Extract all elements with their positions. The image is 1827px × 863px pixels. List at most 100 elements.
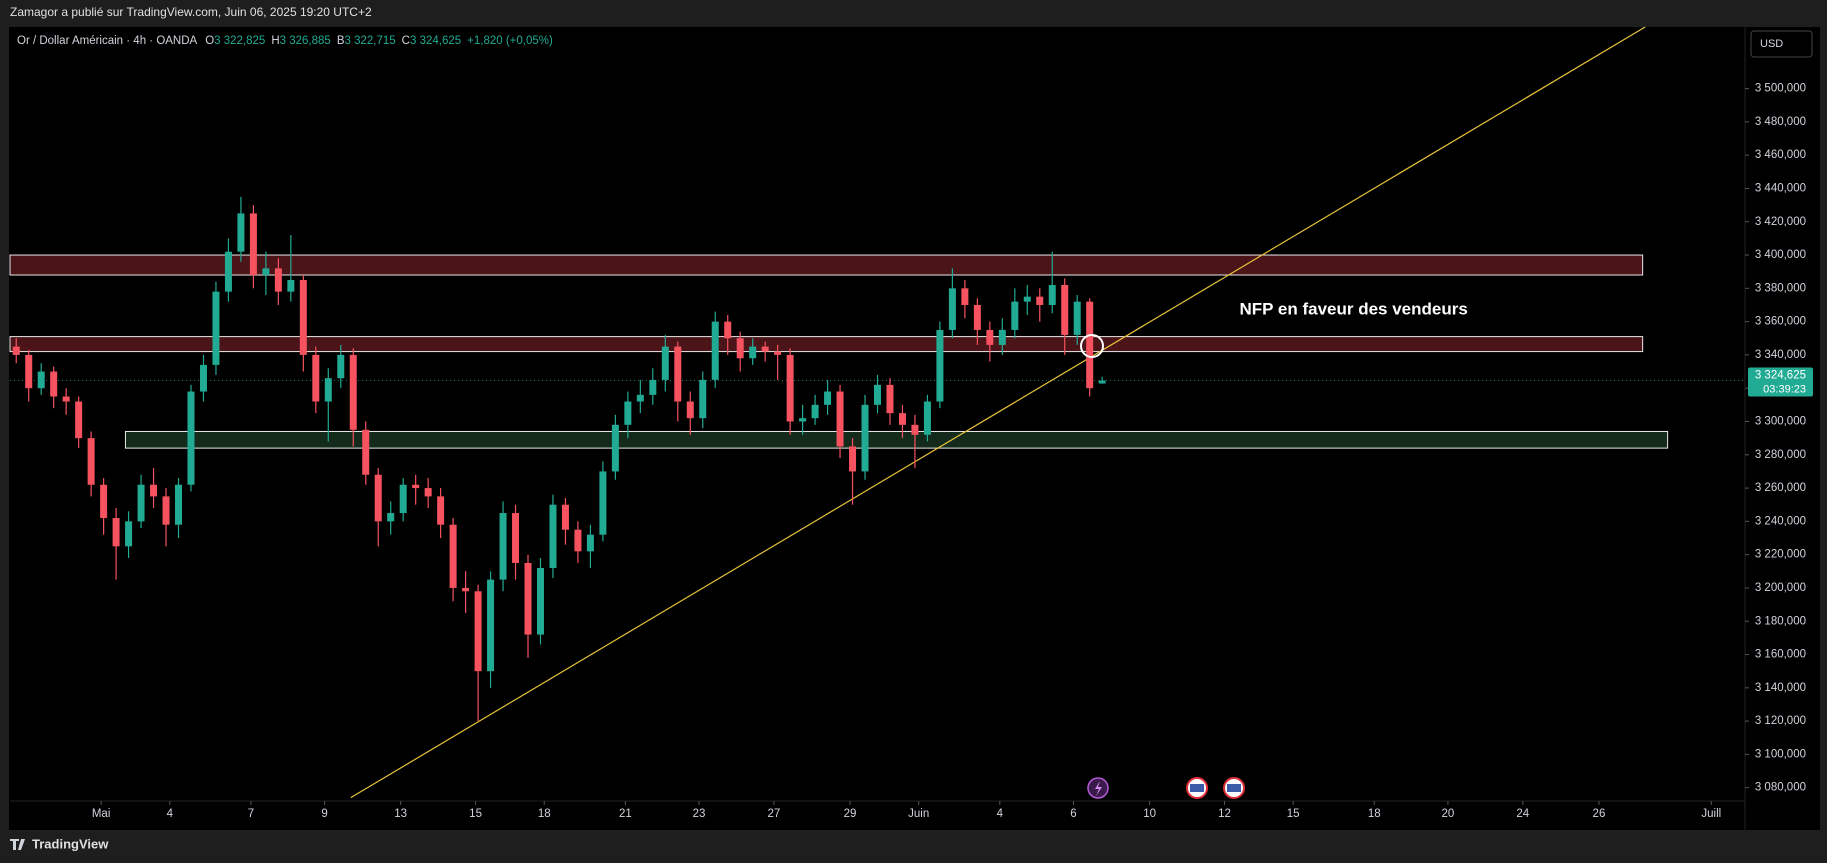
x-tick-label: 7: [248, 808, 254, 820]
candle-body: [25, 354, 33, 389]
y-tick-label: 3 080,000: [1755, 782, 1806, 794]
candle-body: [549, 504, 557, 568]
candle-body: [1061, 285, 1069, 335]
candle-body: [824, 391, 832, 405]
candle-body: [437, 496, 445, 525]
footer-brand: TradingView: [32, 836, 109, 851]
x-tick-label: 10: [1143, 808, 1156, 820]
symbol: Or / Dollar Américain · 4h · OANDA: [17, 35, 198, 47]
candle-body: [574, 529, 582, 552]
candle-body: [412, 484, 420, 489]
candle-body: [886, 384, 894, 414]
y-tick-label: 3 280,000: [1755, 449, 1806, 461]
candle-body: [100, 484, 108, 519]
x-tick-label: 24: [1516, 808, 1529, 820]
candle-body: [1086, 301, 1094, 389]
candle-body: [299, 280, 307, 355]
x-tick-label: 20: [1442, 808, 1455, 820]
x-tick-label: Juin: [908, 808, 929, 820]
x-tick-label: 29: [844, 808, 857, 820]
candle-body: [199, 364, 207, 392]
y-tick-label: 3 200,000: [1755, 582, 1806, 594]
candle-body: [586, 534, 594, 552]
candle-body: [599, 471, 607, 535]
x-tick-label: Juill: [1701, 808, 1721, 820]
flag: [1227, 784, 1241, 792]
y-tick-label: 3 100,000: [1755, 748, 1806, 760]
ohlc-value: 3 326,885: [280, 35, 331, 47]
ohlc-value: 3 322,715: [345, 35, 396, 47]
candle-body: [724, 321, 732, 339]
y-tick-label: 3 120,000: [1755, 715, 1806, 727]
candle-body: [686, 401, 694, 419]
candle-body: [536, 567, 544, 635]
y-tick-label: 3 400,000: [1755, 249, 1806, 261]
y-tick-label: 3 480,000: [1755, 116, 1806, 128]
y-tick-label: 3 440,000: [1755, 182, 1806, 194]
candle-body: [986, 329, 994, 345]
candle-body: [362, 429, 370, 475]
candle-body: [749, 346, 757, 359]
y-tick-label: 3 420,000: [1755, 216, 1806, 228]
candle-body: [923, 401, 931, 435]
candle-body: [961, 288, 969, 305]
candle-body: [948, 288, 956, 330]
y-tick-label: 3 360,000: [1755, 316, 1806, 328]
candle-body: [387, 513, 395, 522]
candle-body: [811, 404, 819, 419]
candle-body: [1011, 301, 1019, 330]
candle-body: [973, 304, 981, 330]
y-tick-label: 3 140,000: [1755, 682, 1806, 694]
plot: 3 080,000 3 100,000 3 120,000 3 140,000 3 16…: [9, 26, 1813, 820]
candle-body: [624, 401, 632, 425]
countdown: 03:39:23: [1763, 383, 1806, 395]
x-tick-label: 27: [768, 808, 781, 820]
candle-body: [761, 346, 769, 352]
candle-body: [736, 338, 744, 359]
x-tick-label: 15: [469, 808, 482, 820]
currency: USD: [1760, 38, 1783, 50]
candle-body: [112, 518, 120, 547]
candle-body: [125, 521, 133, 547]
candle-body: [936, 329, 944, 402]
y-tick-label: 3 180,000: [1755, 615, 1806, 627]
candle-body: [237, 213, 245, 252]
ohlc-value: 3 322,825: [214, 35, 265, 47]
candle-body: [374, 474, 382, 522]
candle-body: [911, 424, 919, 435]
currency-button[interactable]: [1750, 30, 1813, 58]
candle-body: [849, 446, 857, 472]
candle-body: [50, 371, 58, 397]
candle-body: [861, 404, 869, 472]
candle-body: [661, 346, 669, 380]
event-bolt: [1095, 781, 1102, 796]
candle-body: [1098, 380, 1106, 384]
highlight-circle: [1080, 334, 1104, 358]
x-tick-label: 4: [167, 808, 174, 820]
annotation: NFP en faveur des vendeurs: [1239, 299, 1467, 318]
candle-body: [75, 401, 83, 439]
candle-body: [262, 268, 270, 276]
y-tick-label: 3 300,000: [1755, 416, 1806, 428]
candle-body: [150, 484, 158, 497]
candle-body: [1023, 296, 1031, 302]
candle-body: [224, 251, 232, 292]
candle-body: [836, 391, 844, 447]
y-tick-label: 3 160,000: [1755, 649, 1806, 661]
candle-body: [874, 384, 881, 405]
ohlc-key: B: [337, 35, 345, 47]
x-tick-label: 18: [538, 808, 551, 820]
y-tick-label: 3 260,000: [1755, 482, 1806, 494]
x-tick-label: 4: [997, 808, 1004, 820]
candle-body: [699, 379, 707, 419]
change: +1,820 (+0,05%): [467, 35, 553, 47]
y-tick-label: 3 220,000: [1755, 549, 1806, 561]
candle-body: [274, 268, 282, 292]
candle-body: [786, 354, 794, 422]
logo: [10, 839, 25, 850]
x-tick-label: 15: [1287, 808, 1300, 820]
candle-body: [312, 354, 320, 402]
x-tick-label: Mai: [92, 808, 111, 820]
